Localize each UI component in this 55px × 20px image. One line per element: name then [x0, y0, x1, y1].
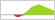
area-fill [24, 5, 55, 15]
area-line [14, 15, 24, 17]
chart [0, 0, 55, 20]
area-fill [14, 15, 24, 17]
area-line [24, 5, 55, 14]
plot-area [1, 5, 55, 17]
plot-frame [1, 1, 55, 20]
